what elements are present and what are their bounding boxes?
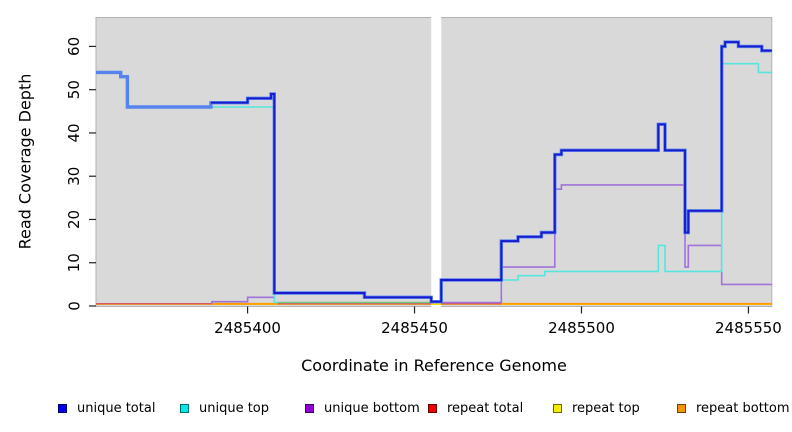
legend-item-repeat-total: repeat total xyxy=(428,400,523,416)
y-tick-label: 30 xyxy=(65,167,83,186)
x-axis-label: Coordinate in Reference Genome xyxy=(301,356,567,375)
legend-swatch-unique-top xyxy=(180,403,189,413)
legend-item-repeat-top: repeat top xyxy=(553,400,640,416)
legend-swatch-repeat-total xyxy=(428,403,437,413)
x-tick-label: 2485450 xyxy=(381,319,448,337)
y-tick-label: 40 xyxy=(65,123,83,142)
x-tick-label: 2485500 xyxy=(548,319,615,337)
y-tick-label: 10 xyxy=(65,253,83,272)
legend-swatch-repeat-bottom xyxy=(677,403,686,413)
plot-area: 0 10 20 30 40 50 60 2485400 2485450 2485500 248555… xyxy=(65,16,782,337)
coverage-gap-band xyxy=(431,16,442,309)
legend-item-repeat-bottom: repeat bottom xyxy=(677,400,790,416)
legend-item-unique-top: unique top xyxy=(180,400,269,416)
legend-label: repeat bottom xyxy=(696,400,790,416)
series-unique-bottom-line xyxy=(210,184,772,305)
y-axis-label-box: Read Coverage Depth xyxy=(8,17,42,306)
legend-label: unique top xyxy=(199,400,270,416)
legend-swatch-repeat-top xyxy=(553,403,562,413)
y-tick-label: 0 xyxy=(65,301,83,311)
y-tick-label: 50 xyxy=(65,80,83,99)
legend-swatch-unique-total xyxy=(58,403,67,413)
legend-item-unique-total: unique total xyxy=(58,400,155,416)
legend-item-unique-bottom: unique bottom xyxy=(305,400,420,416)
y-axis-label: Read Coverage Depth xyxy=(15,73,35,250)
y-tick-label: 20 xyxy=(65,210,83,229)
legend-label: repeat top xyxy=(572,400,640,416)
x-tick-label: 2485400 xyxy=(214,319,281,337)
legend-label: repeat total xyxy=(447,400,524,416)
series-unique-total-line xyxy=(210,41,772,303)
y-tick-label: 60 xyxy=(65,37,83,56)
legend: unique total unique top unique bottom repea… xyxy=(0,400,792,420)
x-tick-label: 2485550 xyxy=(715,319,782,337)
legend-swatch-unique-bottom xyxy=(305,403,314,413)
legend-label: unique bottom xyxy=(324,400,420,416)
legend-label: unique total xyxy=(77,400,156,416)
